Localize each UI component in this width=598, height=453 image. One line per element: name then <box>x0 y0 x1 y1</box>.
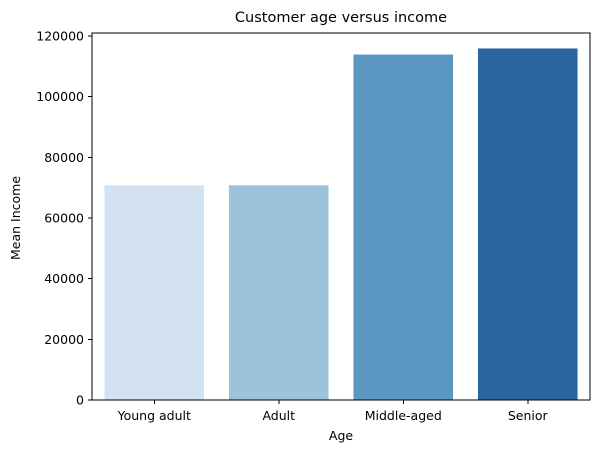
y-tick-label: 40000 <box>44 271 84 286</box>
axes-frame <box>91 32 591 401</box>
y-tick-label: 20000 <box>44 332 84 347</box>
y-axis-ticks: 0 20000 40000 60000 80000 100000 120000 <box>36 29 92 408</box>
y-tick-label: 60000 <box>44 211 84 226</box>
bar-middle-aged <box>353 54 454 401</box>
x-tick-label: Senior <box>508 408 549 423</box>
bars-layer <box>104 48 578 401</box>
x-tick-label: Middle-aged <box>365 408 442 423</box>
y-tick-label: 120000 <box>36 29 84 44</box>
chart-title: Customer age versus income <box>235 10 447 26</box>
bar-adult <box>228 185 329 400</box>
y-tick-label: 0 <box>76 393 84 408</box>
x-tick-label: Adult <box>262 408 295 423</box>
y-tick-label: 100000 <box>36 89 84 104</box>
x-axis-ticks: Young adult Adult Middle-aged Senior <box>117 400 549 423</box>
y-tick-label: 80000 <box>44 150 84 165</box>
y-axis-label: Mean Income <box>8 176 23 260</box>
bar-senior <box>477 48 578 400</box>
bar-young-adult <box>104 185 205 400</box>
plot-frame <box>91 32 591 401</box>
x-axis-label: Age <box>329 428 353 443</box>
x-tick-label: Young adult <box>117 408 191 423</box>
